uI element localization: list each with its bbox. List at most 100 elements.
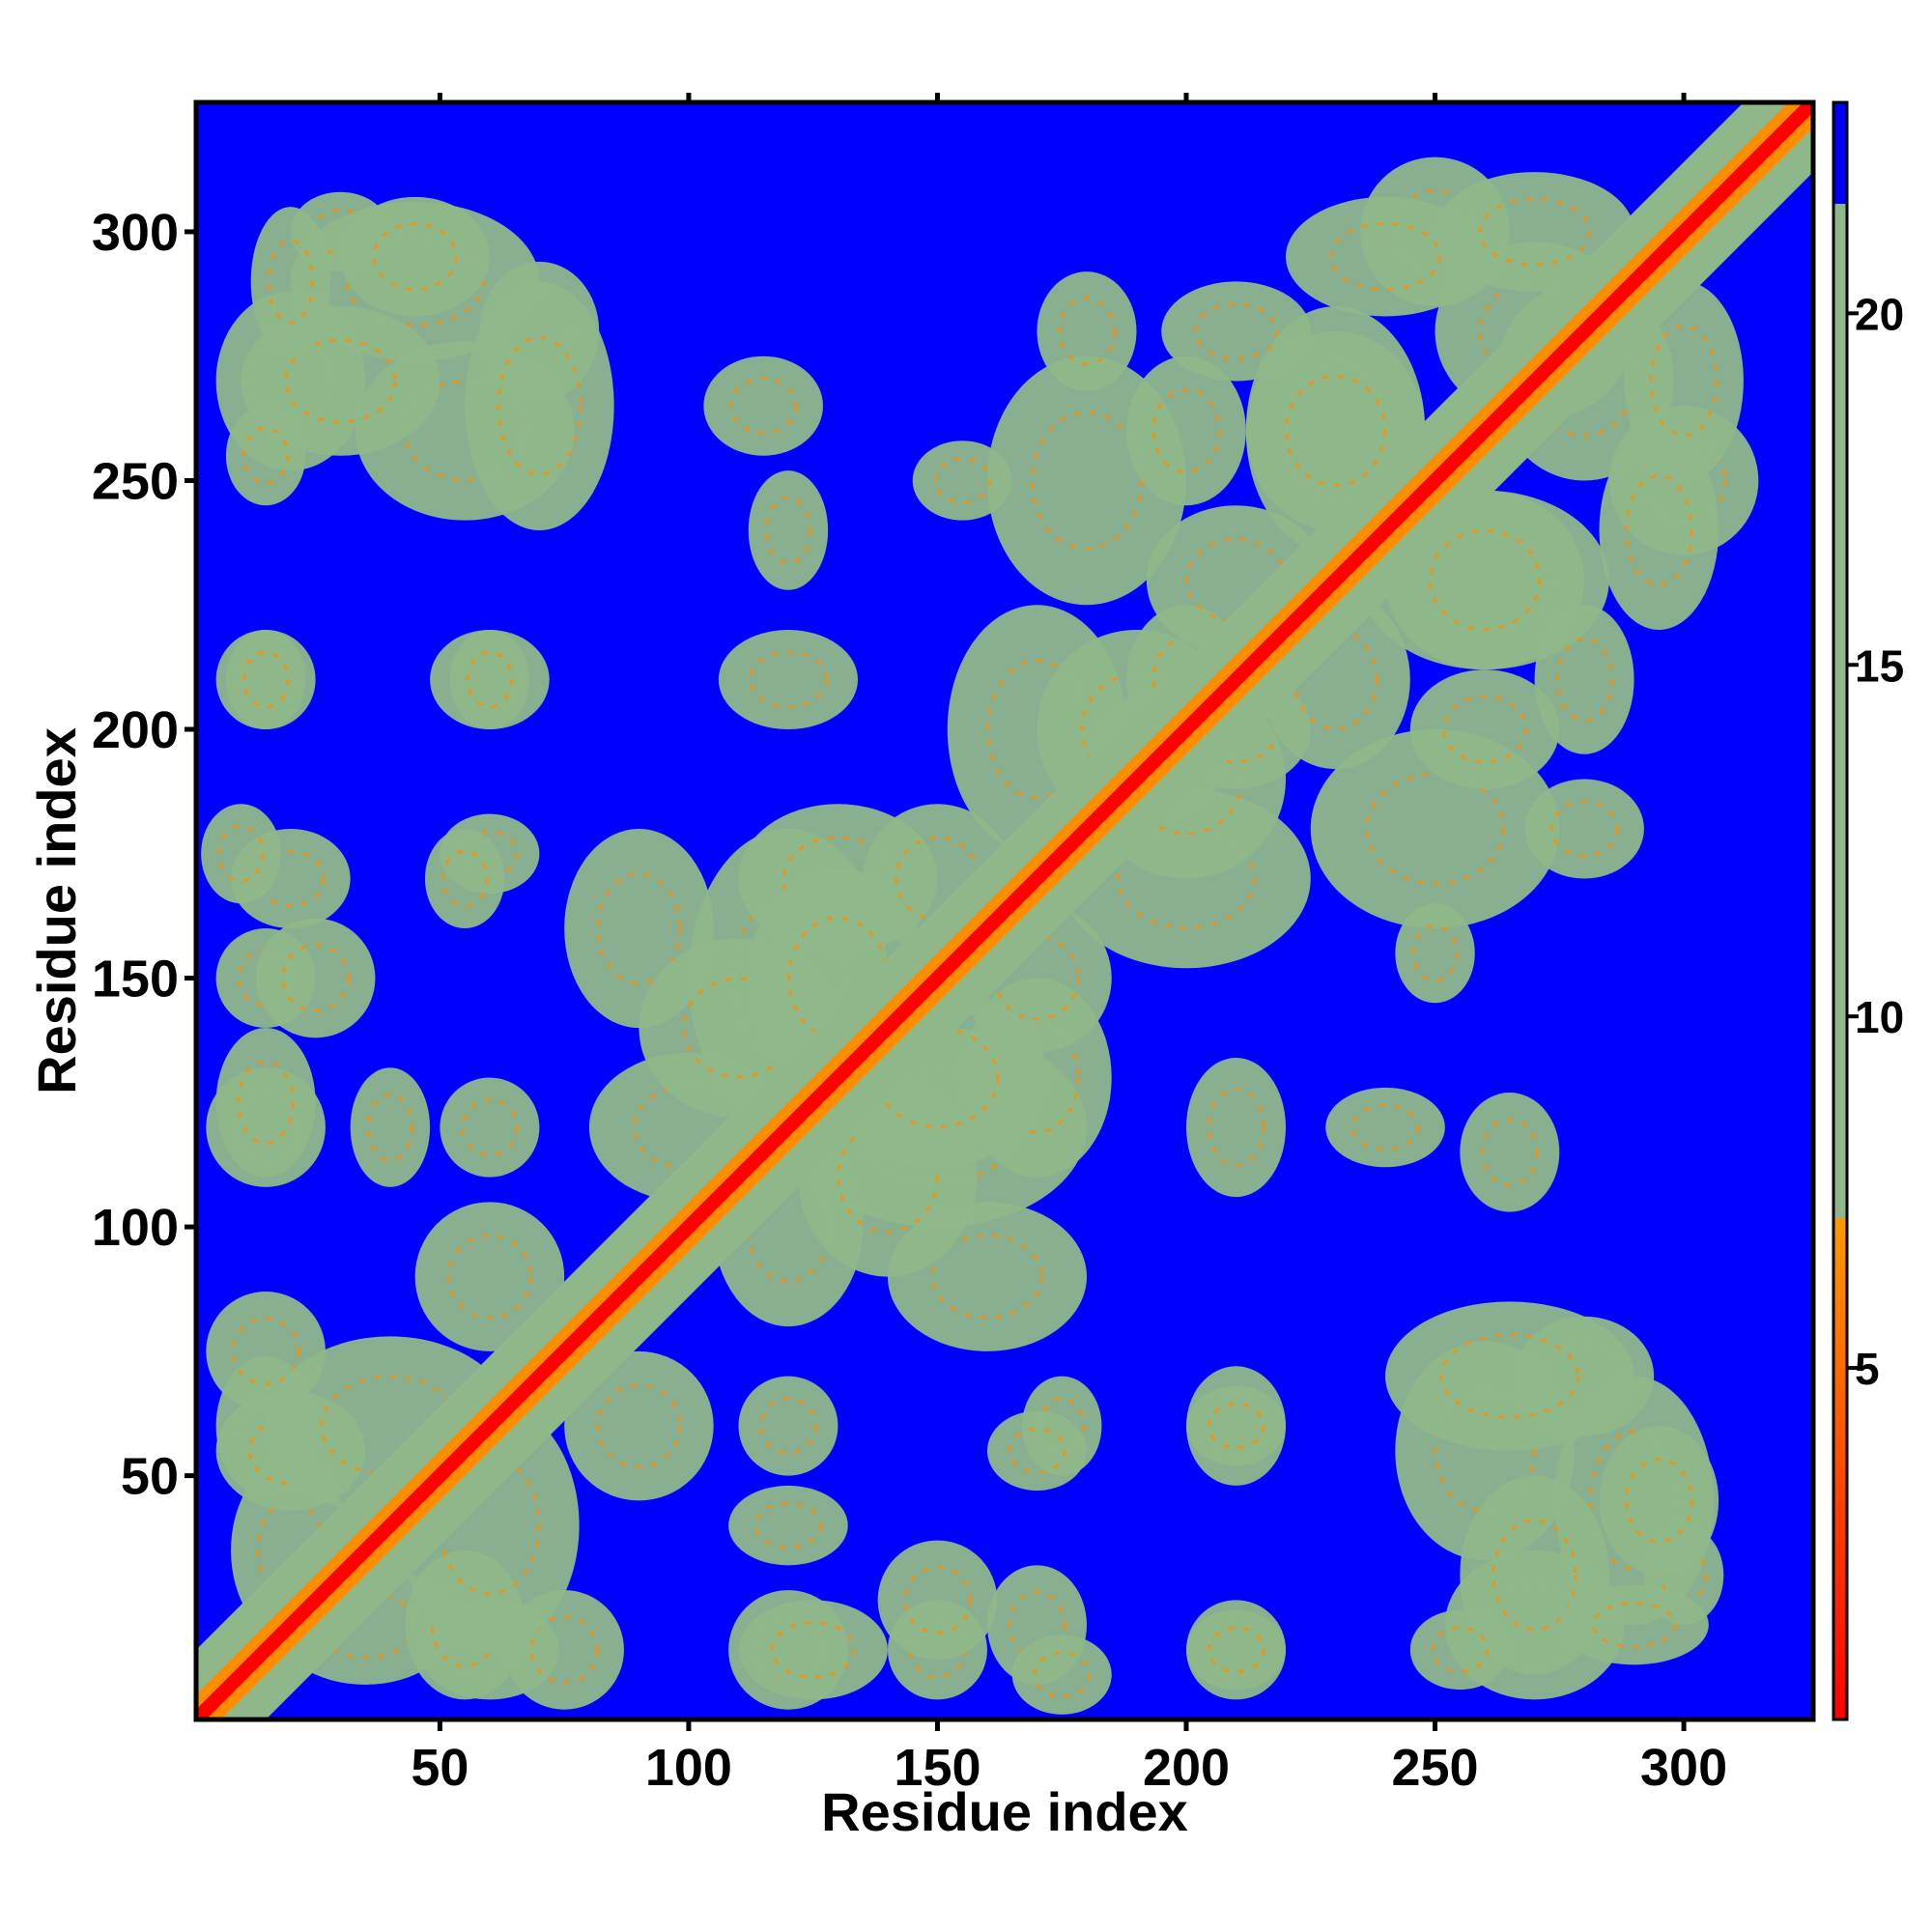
colorbar: 5 10 15 20 bbox=[1832, 100, 1904, 1721]
contact-region bbox=[1186, 1609, 1287, 1690]
contact-region bbox=[1395, 903, 1475, 1004]
contact-region bbox=[912, 440, 1012, 521]
contact-region bbox=[225, 406, 306, 506]
contact-region bbox=[728, 1485, 848, 1566]
contact-region bbox=[201, 804, 281, 904]
contact-region bbox=[1524, 779, 1644, 879]
contact-region bbox=[1126, 355, 1246, 506]
contact-core bbox=[596, 871, 682, 985]
contact-core bbox=[902, 1565, 972, 1634]
contact-region bbox=[340, 196, 490, 317]
contact-core bbox=[1555, 637, 1613, 723]
contact-core bbox=[366, 1093, 414, 1162]
contact-core bbox=[1624, 1458, 1693, 1544]
contact-core bbox=[596, 1383, 682, 1469]
contact-core bbox=[1207, 1626, 1265, 1674]
contact-region bbox=[250, 207, 331, 356]
contact-region bbox=[215, 1028, 316, 1178]
contact-core bbox=[1492, 1519, 1577, 1632]
contact-region bbox=[1037, 271, 1137, 391]
contact-region bbox=[986, 1410, 1087, 1492]
colorbar-band-mid bbox=[1833, 204, 1847, 1218]
contact-region bbox=[449, 629, 530, 729]
x-tick-label: 200 bbox=[1143, 1739, 1230, 1797]
contact-core bbox=[461, 1098, 519, 1156]
x-tick-label: 150 bbox=[894, 1739, 980, 1797]
contact-core bbox=[930, 1234, 1044, 1320]
contact-core bbox=[267, 239, 315, 325]
contact-core bbox=[1207, 1087, 1265, 1168]
y-tick-label: 200 bbox=[92, 701, 179, 759]
contact-core bbox=[1549, 800, 1619, 858]
x-axis-ticks: 50 100 150 200 250 300 bbox=[411, 1719, 1727, 1797]
contact-core bbox=[242, 426, 290, 485]
contact-region bbox=[1011, 1634, 1112, 1715]
contact-core bbox=[837, 1121, 939, 1234]
contact-core bbox=[764, 496, 812, 565]
contact-core bbox=[217, 824, 265, 883]
colorbar-tick-label: 15 bbox=[1855, 640, 1904, 691]
y-tick-label: 100 bbox=[92, 1199, 179, 1257]
contact-region bbox=[255, 918, 376, 1038]
y-tick-label: 150 bbox=[92, 951, 179, 1009]
contact-core bbox=[242, 650, 290, 709]
colorbar-band-far bbox=[1833, 102, 1847, 204]
contact-core bbox=[529, 1615, 599, 1685]
contact-core bbox=[284, 338, 397, 424]
contact-core bbox=[237, 1060, 295, 1146]
contact-core bbox=[1350, 1103, 1420, 1151]
contact-region bbox=[424, 829, 505, 929]
contact-core bbox=[1478, 197, 1591, 267]
contact-region bbox=[440, 1077, 540, 1178]
contact-region bbox=[465, 281, 614, 530]
contact-region bbox=[564, 1350, 714, 1501]
contact-core bbox=[1480, 1118, 1539, 1187]
contact-core bbox=[933, 457, 992, 504]
contact-core bbox=[1431, 1626, 1490, 1674]
contact-region bbox=[225, 629, 306, 729]
contact-core bbox=[748, 650, 829, 709]
x-tick-label: 100 bbox=[645, 1739, 732, 1797]
contact-core bbox=[759, 1397, 817, 1455]
heatmap-area bbox=[196, 102, 1813, 1719]
y-axis-ticks: 50 100 150 200 250 300 bbox=[92, 204, 196, 1506]
contact-core bbox=[497, 335, 582, 476]
contact-core bbox=[1428, 528, 1542, 631]
contact-region bbox=[1599, 430, 1719, 630]
colorbar-tick-label: 10 bbox=[1855, 992, 1904, 1042]
contact-region bbox=[738, 1376, 838, 1476]
contact-core bbox=[994, 1021, 1080, 1134]
contact-region bbox=[1161, 281, 1311, 382]
contact-core bbox=[1660, 1546, 1708, 1605]
contact-region bbox=[1286, 196, 1486, 317]
x-tick-label: 250 bbox=[1391, 1739, 1478, 1797]
contact-core bbox=[1193, 302, 1279, 360]
contact-core bbox=[466, 650, 514, 709]
diagonal-core bbox=[196, 102, 1813, 1719]
contact-region bbox=[1435, 172, 1634, 292]
contact-core bbox=[372, 222, 458, 292]
contact-region bbox=[1409, 1609, 1510, 1690]
contact-core bbox=[1442, 695, 1528, 764]
y-tick-label: 300 bbox=[92, 204, 179, 262]
contact-region bbox=[1186, 1385, 1287, 1466]
contact-region bbox=[718, 629, 859, 729]
contact-region bbox=[748, 470, 829, 590]
contact-region bbox=[877, 1540, 998, 1661]
contact-core bbox=[1030, 411, 1144, 551]
contact-core bbox=[1591, 1601, 1677, 1649]
contact-core bbox=[770, 1621, 856, 1679]
contact-core bbox=[1151, 387, 1221, 473]
contact-core bbox=[1624, 473, 1693, 587]
contact-core bbox=[1649, 325, 1719, 438]
contact-region bbox=[350, 1067, 431, 1187]
contact-core bbox=[1365, 772, 1505, 886]
x-tick-label: 300 bbox=[1640, 1739, 1727, 1797]
contact-region bbox=[414, 1202, 565, 1351]
contact-core bbox=[1439, 1333, 1580, 1419]
contact-core bbox=[728, 377, 798, 436]
contact-region bbox=[1385, 1301, 1634, 1451]
y-axis-label: Residue index bbox=[26, 727, 87, 1094]
plot-frame bbox=[193, 99, 1816, 1722]
